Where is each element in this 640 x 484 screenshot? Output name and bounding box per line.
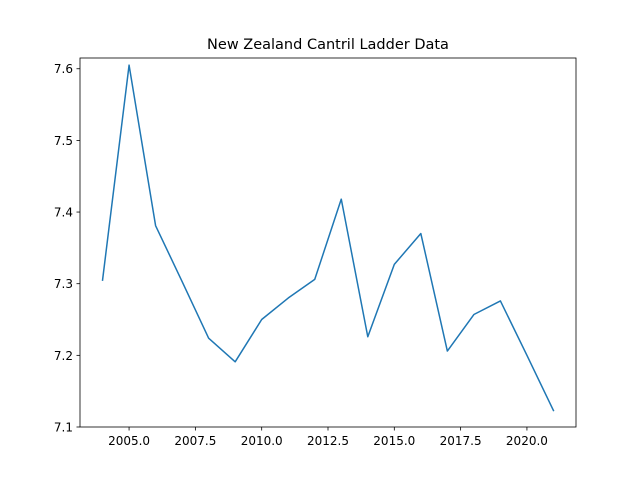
y-tick-label: 7.6 bbox=[54, 62, 73, 76]
axes: 2005.0 2007.5 2010.0 2012.5 2015.0 2017.5 2020… bbox=[54, 57, 577, 448]
x-tick-label: 2010.0 bbox=[241, 434, 283, 448]
x-tick-label: 2012.5 bbox=[307, 434, 349, 448]
y-tick-label: 7.4 bbox=[54, 206, 73, 220]
y-tick-label: 7.5 bbox=[54, 134, 73, 148]
series-line-0 bbox=[101, 64, 555, 412]
y-tick-label: 7.3 bbox=[54, 277, 73, 291]
x-tick-label: 2020.0 bbox=[506, 434, 548, 448]
x-tick-label: 2015.0 bbox=[373, 434, 415, 448]
x-tick-label: 2017.5 bbox=[440, 434, 482, 448]
x-tick-label: 2005.0 bbox=[108, 434, 150, 448]
x-tick-label: 2007.5 bbox=[174, 434, 216, 448]
plot-area bbox=[101, 64, 555, 412]
y-tick-label: 7.2 bbox=[54, 349, 73, 363]
chart-title: New Zealand Cantril Ladder Data bbox=[207, 37, 449, 53]
y-tick-label: 7.1 bbox=[54, 421, 73, 435]
